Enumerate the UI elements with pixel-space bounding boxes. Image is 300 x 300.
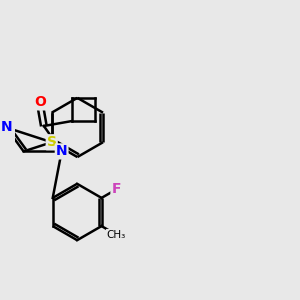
Text: N: N (56, 144, 68, 158)
Text: CH₃: CH₃ (106, 230, 126, 239)
Text: N: N (0, 121, 12, 134)
Text: F: F (111, 182, 121, 197)
Text: O: O (34, 95, 46, 110)
Text: S: S (47, 135, 57, 149)
